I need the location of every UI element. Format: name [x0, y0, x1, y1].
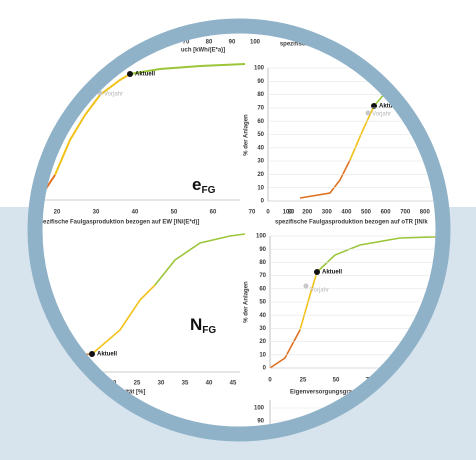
x-axis-label: uch [kWh/(E*a)] — [181, 48, 225, 54]
x-tick-label: 0 — [268, 378, 272, 384]
x-tick-label: 400 — [341, 210, 352, 216]
x-axis-label: Eigenversorgungsgrad — [290, 390, 356, 396]
x-tick-label: 500 — [361, 210, 372, 216]
x-tick-label: 600 — [381, 210, 392, 216]
current-point — [127, 71, 133, 77]
x-tick-label: 80 — [288, 210, 295, 216]
x-tick-label: 25 — [134, 381, 141, 387]
y-tick-label: 10 — [259, 352, 266, 358]
y-tick-label: 80 — [257, 92, 264, 98]
y-tick-label: 70 — [257, 105, 264, 111]
y-tick-label: 40 — [259, 313, 266, 319]
x-tick-label: 50 — [333, 378, 340, 384]
x-axis-label: spezifischer S — [280, 42, 320, 48]
circle-fill — [35, 26, 443, 434]
y-tick-label: 40 — [257, 145, 264, 151]
y-axis-label: % der Anlagen — [244, 281, 250, 323]
x-tick-label: 25 — [300, 378, 307, 384]
x-tick-label: 40 — [132, 210, 139, 216]
annotation: Aktuell — [135, 72, 155, 78]
curve — [299, 159, 351, 199]
x-tick-label: 300 — [322, 210, 333, 216]
y-tick-label: 0 — [263, 366, 267, 372]
x-tick-label: 800 — [420, 210, 431, 216]
annotation: Aktuell — [379, 104, 399, 110]
curve — [154, 233, 246, 286]
y-tick-label: 90 — [259, 247, 266, 253]
curve — [349, 105, 375, 161]
x-tick-label: 70 — [183, 40, 190, 46]
x-tick-label: 20 — [54, 210, 61, 216]
y-axis-label: % der Anlagen — [244, 114, 250, 156]
curve — [299, 271, 318, 331]
x-axis-label: spezifische Faulgasproduktion bezogen au… — [36, 220, 199, 226]
y-tick-label: 30 — [257, 159, 264, 165]
curve — [269, 329, 301, 369]
symbol: eFG — [192, 175, 216, 195]
y-tick-label: 20 — [257, 172, 264, 178]
curve — [129, 63, 246, 75]
x-tick-label: 40 — [206, 381, 213, 387]
current-point — [89, 351, 95, 357]
y-tick-label: 20 — [259, 339, 266, 345]
x-tick-label: 70 — [249, 210, 256, 216]
x-tick-label: 35 — [182, 381, 189, 387]
x-tick-label: 90 — [229, 40, 236, 46]
y-tick-label: 100 — [254, 66, 265, 72]
annotation: Vorjahr — [104, 92, 123, 98]
annotation: Vorjahr — [372, 112, 391, 118]
symbol-subscript: FG — [201, 185, 215, 196]
x-tick-label: 100 — [250, 40, 261, 46]
y-tick-label: 90 — [257, 79, 264, 85]
current-point — [371, 103, 377, 109]
current-point — [314, 269, 320, 275]
curve — [54, 73, 131, 176]
circle-frame — [27, 18, 451, 442]
curve — [91, 284, 156, 355]
symbol-letter: N — [190, 315, 202, 334]
x-tick-label: 30 — [93, 210, 100, 216]
x-tick-label: 100 — [283, 210, 294, 216]
y-tick-label: 80 — [259, 260, 266, 266]
x-tick-label: 30 — [158, 381, 165, 387]
symbol-subscript: FG — [202, 325, 216, 336]
x-tick-label: 700 — [400, 210, 411, 216]
y-tick-label: 30 — [259, 326, 266, 332]
y-tick-label: 90 — [257, 419, 264, 425]
x-tick-label: 0 — [266, 210, 270, 216]
curve — [316, 235, 443, 273]
annotation: Aktuell — [97, 352, 117, 358]
x-tick-label: 80 — [206, 40, 213, 46]
annotation: Aktuell — [322, 270, 342, 276]
x-axis-label: spezifische Faulgasproduktion bezogen au… — [275, 220, 428, 226]
y-tick-label: 10 — [257, 185, 264, 191]
x-tick-label: 50 — [171, 210, 178, 216]
x-tick-label: 45 — [230, 381, 237, 387]
y-tick-label: 50 — [257, 132, 264, 138]
y-tick-label: 100 — [256, 234, 267, 240]
y-tick-label: 100 — [254, 406, 265, 412]
y-tick-label: 60 — [257, 119, 264, 125]
y-tick-label: 50 — [259, 300, 266, 306]
x-tick-label: 200 — [302, 210, 313, 216]
x-tick-label: 60 — [210, 210, 217, 216]
previous-point — [303, 283, 309, 289]
y-tick-label: 70 — [259, 273, 266, 279]
symbol: NFG — [190, 315, 216, 335]
y-tick-label: 0 — [261, 199, 265, 205]
previous-point — [365, 110, 371, 116]
y-tick-label: 60 — [259, 286, 266, 292]
symbol-letter: e — [192, 175, 201, 194]
annotation: Vorjahr — [310, 288, 329, 294]
